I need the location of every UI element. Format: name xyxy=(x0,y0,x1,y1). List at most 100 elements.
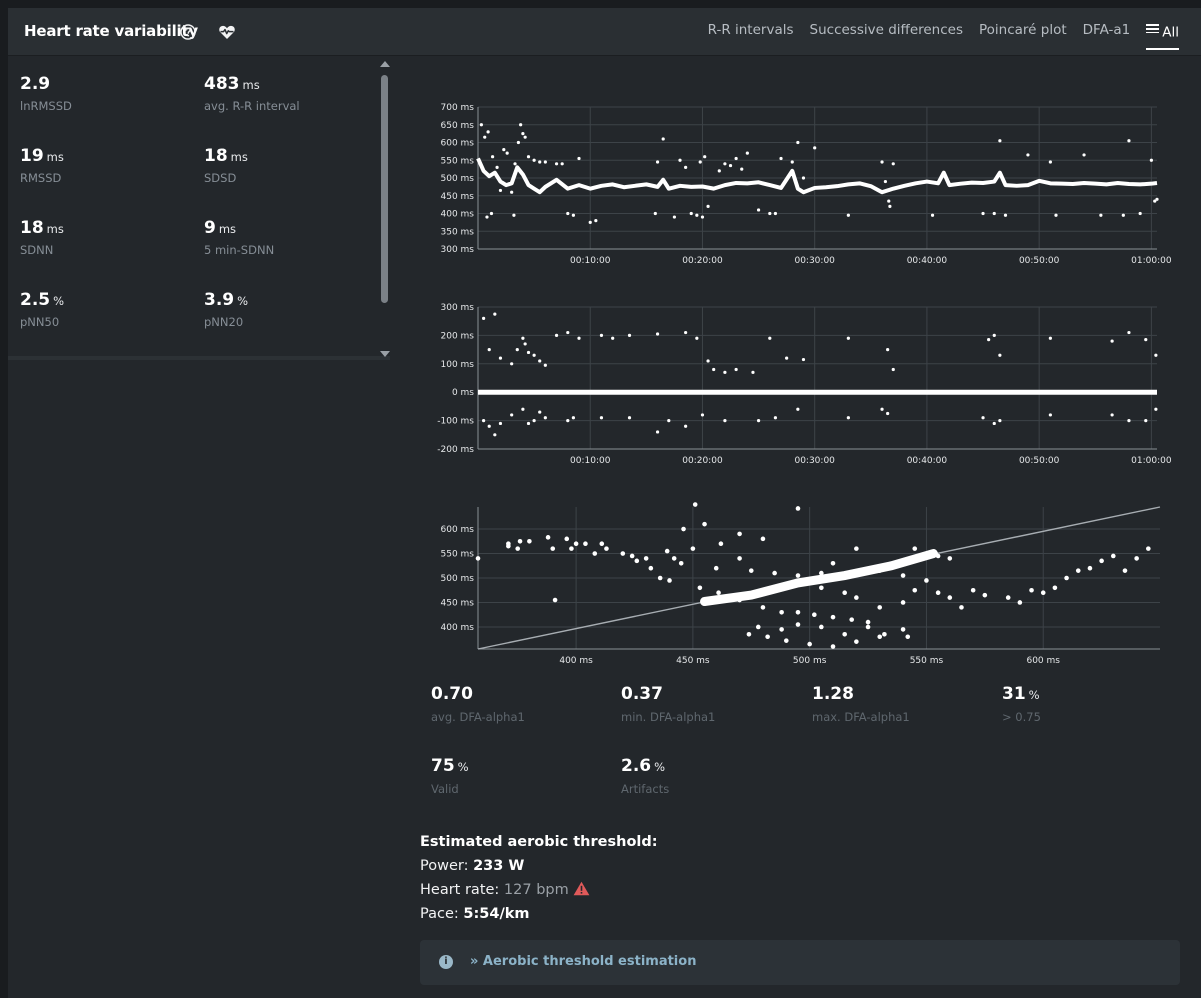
dfa-stat-value: 31 xyxy=(1002,684,1026,704)
sd-data-point xyxy=(482,419,486,423)
question-circle-icon[interactable] xyxy=(180,24,196,40)
pc-data-point xyxy=(842,632,847,637)
sd-data-point xyxy=(655,332,660,336)
dfa-stat-item: 2.6% Artifacts xyxy=(621,756,669,796)
sd-data-point xyxy=(599,333,604,337)
pc-data-point xyxy=(671,556,677,561)
pc-dense-band xyxy=(700,549,938,607)
pc-data-point xyxy=(690,546,696,551)
sd-y-tick-label: 200 ms xyxy=(441,331,475,341)
rr-data-point xyxy=(728,163,733,168)
rr-data-point xyxy=(745,151,749,155)
rr-y-tick-label: 600 ms xyxy=(441,139,475,149)
stat-item: 3.9% pNN20 xyxy=(204,290,248,329)
pc-data-point xyxy=(1122,568,1128,573)
poincare-plot-chart[interactable]: 600 ms 550 ms 500 ms 450 ms 400 ms 400 ms 450 … xyxy=(412,490,1174,670)
scroll-down-arrow-icon[interactable] xyxy=(380,351,390,357)
scrollbar-thumb[interactable] xyxy=(381,75,388,303)
rr-data-point xyxy=(1082,153,1086,157)
sd-data-point xyxy=(523,342,527,346)
sd-data-point xyxy=(493,433,497,437)
sd-data-point xyxy=(543,363,547,367)
stat-label: lnRMSSD xyxy=(20,99,72,113)
tab-dfa-a1[interactable]: DFA-a1 xyxy=(1082,22,1131,38)
sd-data-point xyxy=(992,333,996,337)
pc-data-point xyxy=(564,536,570,542)
rr-data-point xyxy=(490,155,495,159)
warning-triangle-icon[interactable] xyxy=(573,881,590,896)
pc-data-point xyxy=(935,590,941,595)
pc-data-point xyxy=(795,622,801,627)
rr-data-point xyxy=(1054,213,1058,217)
hrv-stats-list[interactable]: 2.9 lnRMSSD 483 ms avg. R-R interval 19 ms… xyxy=(8,57,390,357)
pc-data-point xyxy=(643,556,649,561)
tab-poincare-plot[interactable]: Poincaré plot xyxy=(979,22,1067,38)
pc-data-point xyxy=(692,502,698,507)
rr-data-point xyxy=(740,167,744,171)
pace-label: Pace: xyxy=(420,906,459,922)
stat-item: 18 ms SDNN xyxy=(20,218,64,257)
rr-data-point xyxy=(773,211,778,216)
rr-data-point xyxy=(483,135,487,139)
stat-value: 9 ms xyxy=(204,218,274,238)
stat-value: 483 ms xyxy=(204,74,300,94)
sd-data-point xyxy=(1154,353,1158,357)
rr-data-point xyxy=(723,162,727,166)
pc-data-point xyxy=(697,585,703,591)
scroll-up-arrow-icon[interactable] xyxy=(380,61,390,67)
pc-data-point xyxy=(657,575,663,581)
rr-data-point xyxy=(502,148,506,152)
pc-data-point xyxy=(947,595,953,600)
pc-y-tick-label: 450 ms xyxy=(441,598,475,608)
pc-data-point xyxy=(760,605,766,610)
rr-data-point xyxy=(489,211,494,216)
pc-data-point xyxy=(545,535,551,540)
power-value: 233 W xyxy=(473,858,525,874)
stat-label: avg. R-R interval xyxy=(204,99,300,113)
rr-data-point xyxy=(796,140,800,145)
rr-data-point xyxy=(891,162,895,166)
hrv-panel: Heart rate variability R-R intervals Suc… xyxy=(8,8,1201,998)
stat-unit: % xyxy=(237,294,249,308)
stat-item: 2.9 lnRMSSD xyxy=(20,74,72,113)
rr-data-point xyxy=(706,204,710,208)
pc-data-point xyxy=(1029,587,1034,593)
pc-data-point xyxy=(748,568,754,573)
tab-all[interactable]: All xyxy=(1146,22,1179,50)
tab-successive-differences[interactable]: Successive differences xyxy=(809,22,963,38)
stat-unit: ms xyxy=(46,222,64,236)
rr-data-point xyxy=(888,204,892,208)
rr-data-point xyxy=(532,158,536,162)
stat-value: 3.9% xyxy=(204,290,248,310)
stat-unit: % xyxy=(53,294,65,308)
pc-data-point xyxy=(573,541,579,547)
rr-data-point xyxy=(779,156,783,161)
pc-data-point xyxy=(678,561,684,566)
rr-y-tick-label: 650 ms xyxy=(441,121,475,131)
stat-label: SDNN xyxy=(20,243,54,257)
rr-data-point xyxy=(512,213,516,217)
rr-x-tick-label: 00:30:00 xyxy=(794,256,835,266)
sd-y-tick-label: -100 ms xyxy=(437,417,474,427)
successive-differences-chart[interactable]: 300 ms 200 ms 100 ms 0 ms -100 ms -200 ms 00:1… xyxy=(412,290,1174,470)
stats-scrollbar[interactable] xyxy=(380,57,394,357)
pc-data-point xyxy=(718,541,724,547)
pc-data-point xyxy=(779,609,784,615)
stat-item: 483 ms avg. R-R interval xyxy=(204,74,300,113)
tab-all-label: All xyxy=(1162,24,1179,41)
aerobic-threshold-link[interactable]: » Aerobic threshold estimation xyxy=(470,954,697,969)
rr-y-tick-label: 450 ms xyxy=(441,192,475,202)
pc-data-point xyxy=(819,570,824,576)
rr-data-point xyxy=(526,155,531,159)
rr-intervals-chart[interactable]: 700 ms 650 ms 600 ms 550 ms 500 ms 450 ms 400 … xyxy=(412,90,1174,270)
heartbeat-icon[interactable] xyxy=(218,23,236,41)
tab-rr-intervals[interactable]: R-R intervals xyxy=(707,22,794,38)
rr-data-point xyxy=(521,132,525,136)
stat-number: 18 xyxy=(20,218,44,238)
pc-data-point xyxy=(807,578,812,583)
pc-data-point xyxy=(620,551,626,556)
rr-data-point xyxy=(519,123,523,127)
rr-data-point xyxy=(717,169,721,173)
sd-data-point xyxy=(1127,330,1131,335)
rr-series-line xyxy=(476,157,1158,195)
